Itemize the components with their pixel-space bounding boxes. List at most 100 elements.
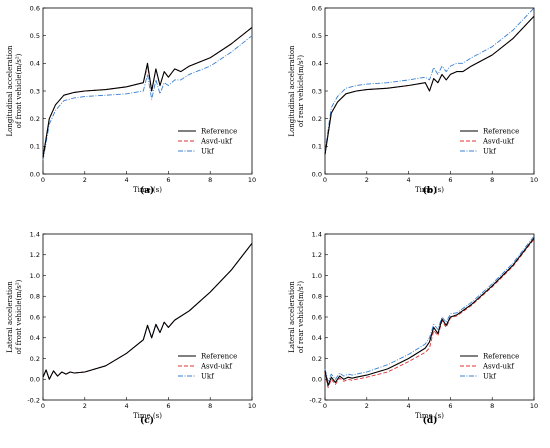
x-axis-label: Time (s) [133, 412, 162, 420]
x-tick-label: 0 [41, 402, 45, 410]
legend: Reference Asvd-ukf Ukf [460, 128, 519, 156]
y-axis-label: Longitudinal acceleration [288, 45, 296, 137]
chart-panel: 0 2 4 6 8 10 0.0 0.1 0.2 0.3 0.4 0.5 0.6 Time (s) Long… [6, 4, 256, 196]
y-tick-label: 0.3 [30, 87, 40, 95]
x-tick-label: 4 [125, 176, 129, 184]
y-tick-label: 0.8 [312, 293, 322, 301]
legend-label-asvd: Asvd-ukf [200, 363, 233, 371]
y-axis-label: of front vehicle(m/s²) [15, 279, 23, 354]
series-line-ukf [42, 35, 253, 161]
y-tick-label: -0.2 [27, 396, 40, 404]
chart-panel: 0 2 4 6 8 10 0.0 0.1 0.2 0.3 0.4 0.5 0.6 Time (s) Long… [288, 4, 538, 196]
series-line-reference [42, 242, 253, 380]
x-axis-label: Time (s) [415, 412, 444, 420]
x-tick-label: 2 [365, 402, 369, 410]
legend-label-reference: Reference [201, 128, 237, 136]
legend: Reference Asvd-ukf Ukf [178, 353, 237, 381]
y-tick-label: 0.0 [30, 170, 40, 178]
y-tick-label: 0.6 [312, 4, 322, 12]
x-tick-label: 4 [407, 402, 411, 410]
x-tick-label: 8 [208, 176, 212, 184]
x-tick-label: 10 [248, 402, 256, 410]
x-axis-label: Time (s) [133, 186, 162, 194]
y-tick-label: 0.2 [312, 115, 322, 123]
x-tick-label: 6 [448, 176, 452, 184]
x-tick-label: 0 [41, 176, 45, 184]
panel-label: (b) [423, 185, 438, 196]
x-tick-label: 10 [530, 176, 538, 184]
y-tick-label: 1.2 [312, 251, 322, 259]
legend-label-ukf: Ukf [483, 148, 497, 156]
y-axis-label: of rear vehicle(m/s²) [297, 281, 305, 354]
y-tick-label: 0.6 [312, 313, 322, 321]
legend-label-asvd: Asvd-ukf [482, 363, 515, 371]
y-tick-label: 0.4 [30, 334, 40, 342]
x-tick-label: 0 [323, 402, 327, 410]
legend-label-reference: Reference [483, 128, 519, 136]
chart-panel: 0 2 4 6 8 10 -0.2 0.0 0.2 0.4 0.6 0.8 1.0 1.2 1.4 Time … [288, 230, 538, 426]
x-tick-label: 6 [448, 402, 452, 410]
y-tick-label: 0.3 [312, 87, 322, 95]
panel-label: (c) [140, 415, 154, 426]
y-tick-label: 0.0 [312, 376, 322, 384]
y-tick-label: 0.6 [30, 313, 40, 321]
y-tick-label: 1.0 [312, 272, 322, 280]
plot-frame [42, 7, 253, 175]
series-line-ukf [324, 235, 535, 382]
y-tick-label: 1.2 [30, 251, 40, 259]
y-tick-label: -0.2 [309, 396, 322, 404]
y-tick-label: 1.0 [30, 272, 40, 280]
x-tick-label: 8 [490, 176, 494, 184]
x-tick-label: 10 [248, 176, 256, 184]
legend-label-asvd: Asvd-ukf [200, 138, 233, 146]
x-tick-label: 8 [208, 402, 212, 410]
series-line-asvd [324, 238, 535, 389]
legend-label-asvd: Asvd-ukf [482, 138, 515, 146]
x-tick-label: 2 [83, 402, 87, 410]
panel-label: (a) [140, 185, 154, 196]
legend-label-reference: Reference [201, 353, 237, 361]
y-axis-label: Lateral acceleration [288, 281, 296, 353]
series-line-ukf [324, 7, 535, 152]
panel-label: (d) [423, 415, 438, 426]
series-line-reference [324, 15, 535, 155]
legend-label-reference: Reference [483, 353, 519, 361]
y-tick-label: 1.4 [312, 230, 322, 238]
y-tick-label: 0.5 [30, 32, 40, 40]
series-line-reference [42, 26, 253, 158]
y-tick-label: 0.1 [30, 143, 40, 151]
x-tick-label: 4 [407, 176, 411, 184]
chart-panel: 0 2 4 6 8 10 -0.2 0.0 0.2 0.4 0.6 0.8 1.0 1.2 1.4 Time … [6, 230, 256, 426]
x-tick-label: 8 [490, 402, 494, 410]
y-tick-label: 0.5 [312, 32, 322, 40]
legend: Reference Asvd-ukf Ukf [178, 128, 237, 156]
y-tick-label: 0.4 [30, 60, 40, 68]
x-tick-label: 6 [166, 402, 170, 410]
y-tick-label: 0.8 [30, 293, 40, 301]
y-axis-label: of rear vehicle(m/s²) [297, 55, 305, 128]
x-tick-label: 0 [323, 176, 327, 184]
legend-label-ukf: Ukf [483, 373, 497, 381]
y-tick-label: 1.4 [30, 230, 40, 238]
y-tick-label: 0.6 [30, 4, 40, 12]
y-axis-label: Lateral acceleration [6, 281, 14, 353]
x-tick-label: 4 [125, 402, 129, 410]
x-tick-label: 6 [166, 176, 170, 184]
legend: Reference Asvd-ukf Ukf [460, 353, 519, 381]
y-axis-label: Longitudinal acceleration [6, 45, 14, 137]
x-tick-label: 2 [365, 176, 369, 184]
y-tick-label: 0.1 [312, 143, 322, 151]
y-tick-label: 0.2 [312, 355, 322, 363]
y-axis-label: of front vehicle(m/s²) [15, 53, 23, 128]
x-axis-label: Time (s) [415, 186, 444, 194]
y-tick-label: 0.0 [30, 376, 40, 384]
series-line-reference [324, 237, 535, 387]
y-tick-label: 0.2 [30, 115, 40, 123]
y-tick-label: 0.0 [312, 170, 322, 178]
y-tick-label: 0.2 [30, 355, 40, 363]
x-tick-label: 10 [530, 402, 538, 410]
y-tick-label: 0.4 [312, 334, 322, 342]
x-tick-label: 2 [83, 176, 87, 184]
legend-label-ukf: Ukf [201, 148, 215, 156]
